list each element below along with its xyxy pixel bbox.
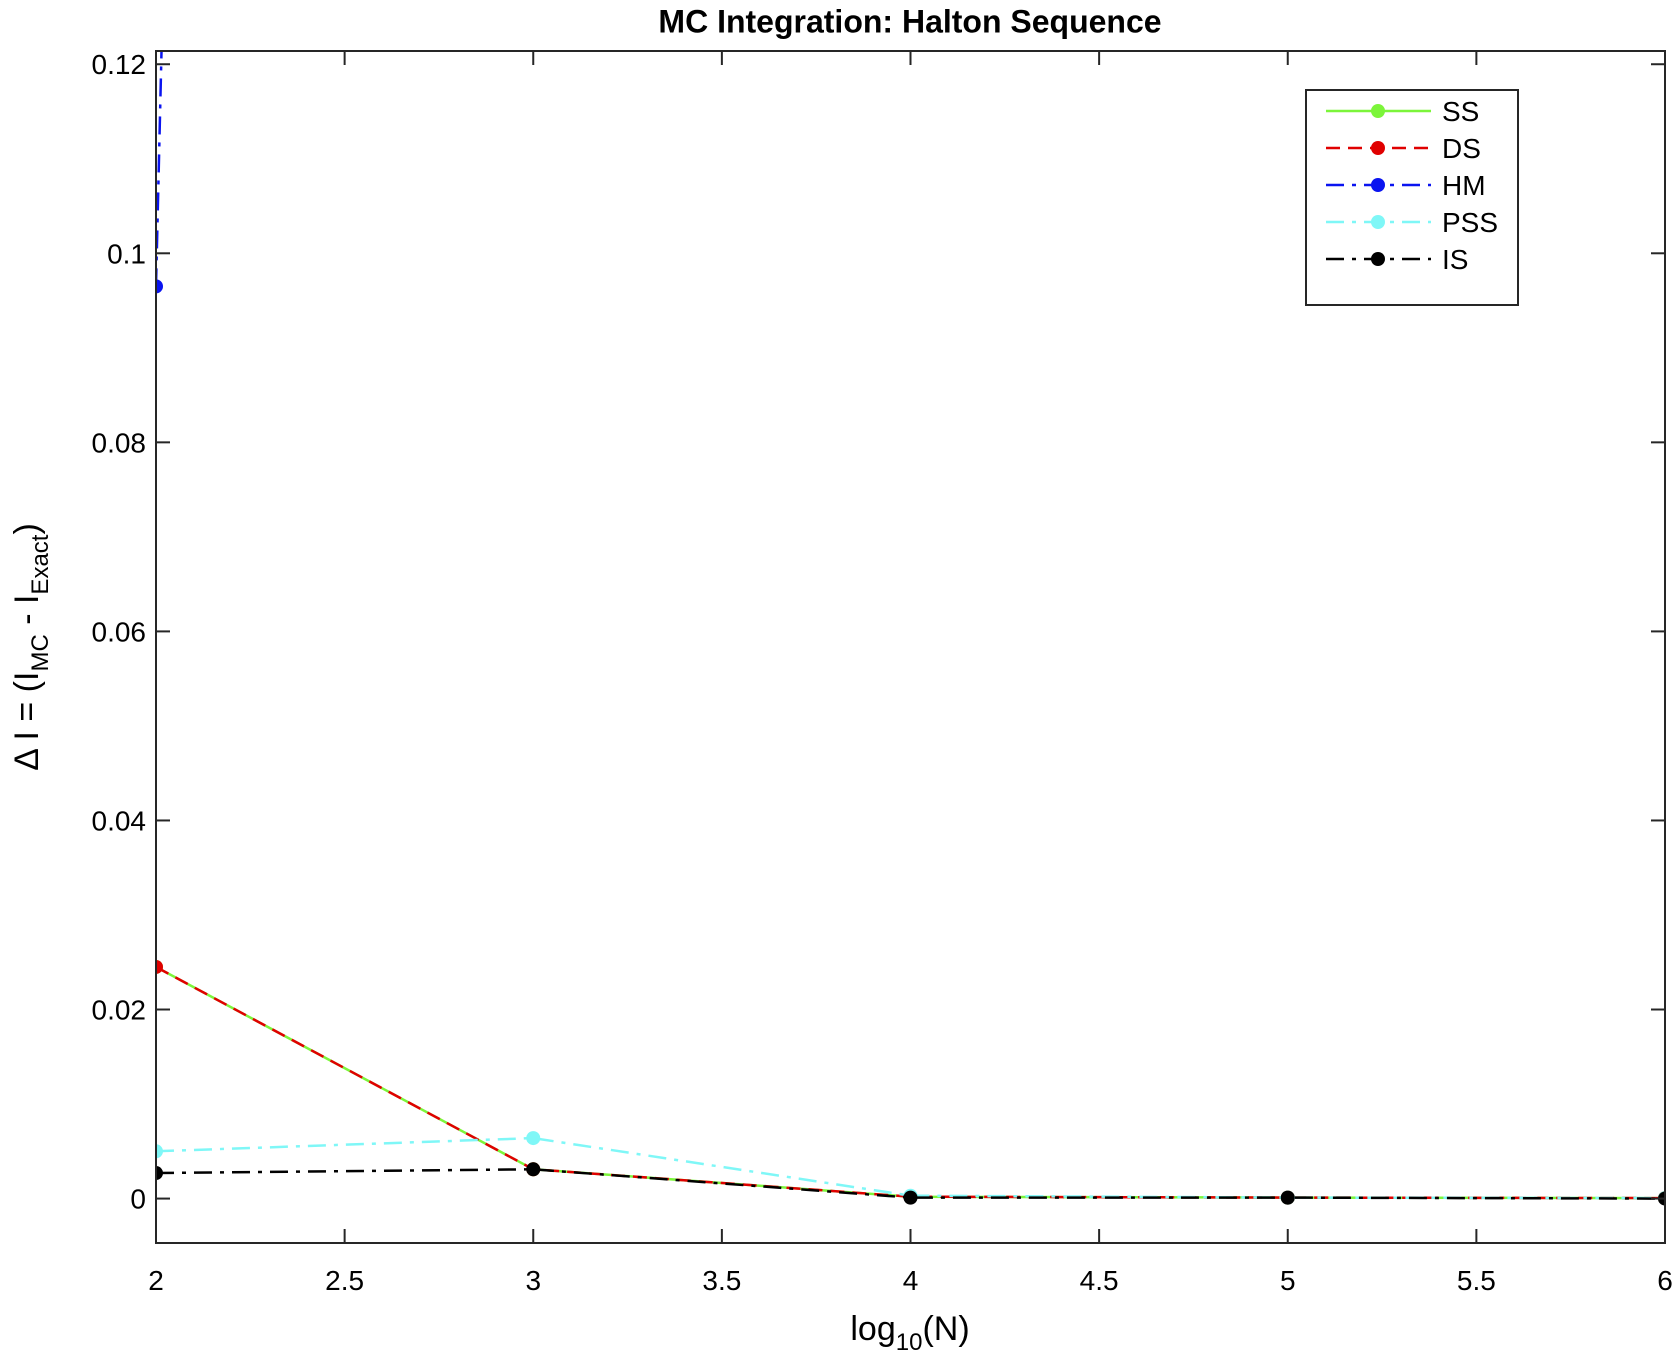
data-point	[156, 1166, 163, 1181]
x-label-part: (N)	[922, 1310, 969, 1348]
data-point	[526, 1131, 541, 1146]
x-label-part: log	[850, 1310, 895, 1348]
data-point	[156, 1144, 163, 1159]
data-point	[903, 1190, 918, 1205]
plot-area	[156, 51, 1665, 1206]
x-tick-label: 6	[1657, 1265, 1673, 1296]
legend-label: IS	[1442, 244, 1468, 275]
y-label-part: Δ I = (I	[8, 672, 46, 771]
legend-label: SS	[1442, 96, 1479, 127]
legend-marker	[1371, 104, 1385, 118]
x-tick-label: 2.5	[325, 1265, 364, 1296]
data-point	[156, 279, 163, 294]
y-tick-label: 0	[130, 1184, 146, 1215]
x-tick-label: 3	[525, 1265, 541, 1296]
legend-box	[1305, 89, 1519, 306]
y-tick-label: 0.02	[92, 995, 147, 1026]
y-axis-label: Δ I = (IMC - IExact)	[8, 523, 54, 771]
y-tick-label: 0.1	[107, 238, 146, 269]
x-tick-label: 2	[148, 1265, 164, 1296]
x-tick-label: 5.5	[1457, 1265, 1496, 1296]
x-tick-label: 5	[1280, 1265, 1296, 1296]
y-label-sub: MC	[27, 634, 54, 671]
data-point	[1280, 1190, 1295, 1205]
chart-title: MC Integration: Halton Sequence	[658, 3, 1161, 39]
legend-marker	[1371, 178, 1385, 192]
data-point	[156, 959, 163, 974]
legend-marker	[1371, 141, 1385, 155]
legend-marker	[1371, 252, 1385, 266]
x-label-sub: 10	[896, 1329, 923, 1356]
y-label-sub: Exact	[27, 534, 54, 594]
x-axis-label: log10(N)	[850, 1310, 969, 1356]
x-tick-label: 4.5	[1080, 1265, 1119, 1296]
legend-label: HM	[1442, 170, 1486, 201]
y-tick-label: 0.12	[92, 49, 147, 80]
y-tick-label: 0.06	[92, 616, 147, 647]
legend-marker	[1371, 215, 1385, 229]
legend-label: DS	[1442, 133, 1481, 164]
legend-label: PSS	[1442, 207, 1498, 238]
y-label-part: )	[8, 523, 46, 534]
x-tick-label: 3.5	[702, 1265, 741, 1296]
y-tick-label: 0.08	[92, 427, 147, 458]
x-tick-label: 4	[903, 1265, 919, 1296]
y-label-part: - I	[8, 595, 46, 635]
y-tick-label: 0.04	[92, 805, 147, 836]
data-point	[526, 1162, 541, 1177]
series-line	[156, 1168, 1665, 1200]
